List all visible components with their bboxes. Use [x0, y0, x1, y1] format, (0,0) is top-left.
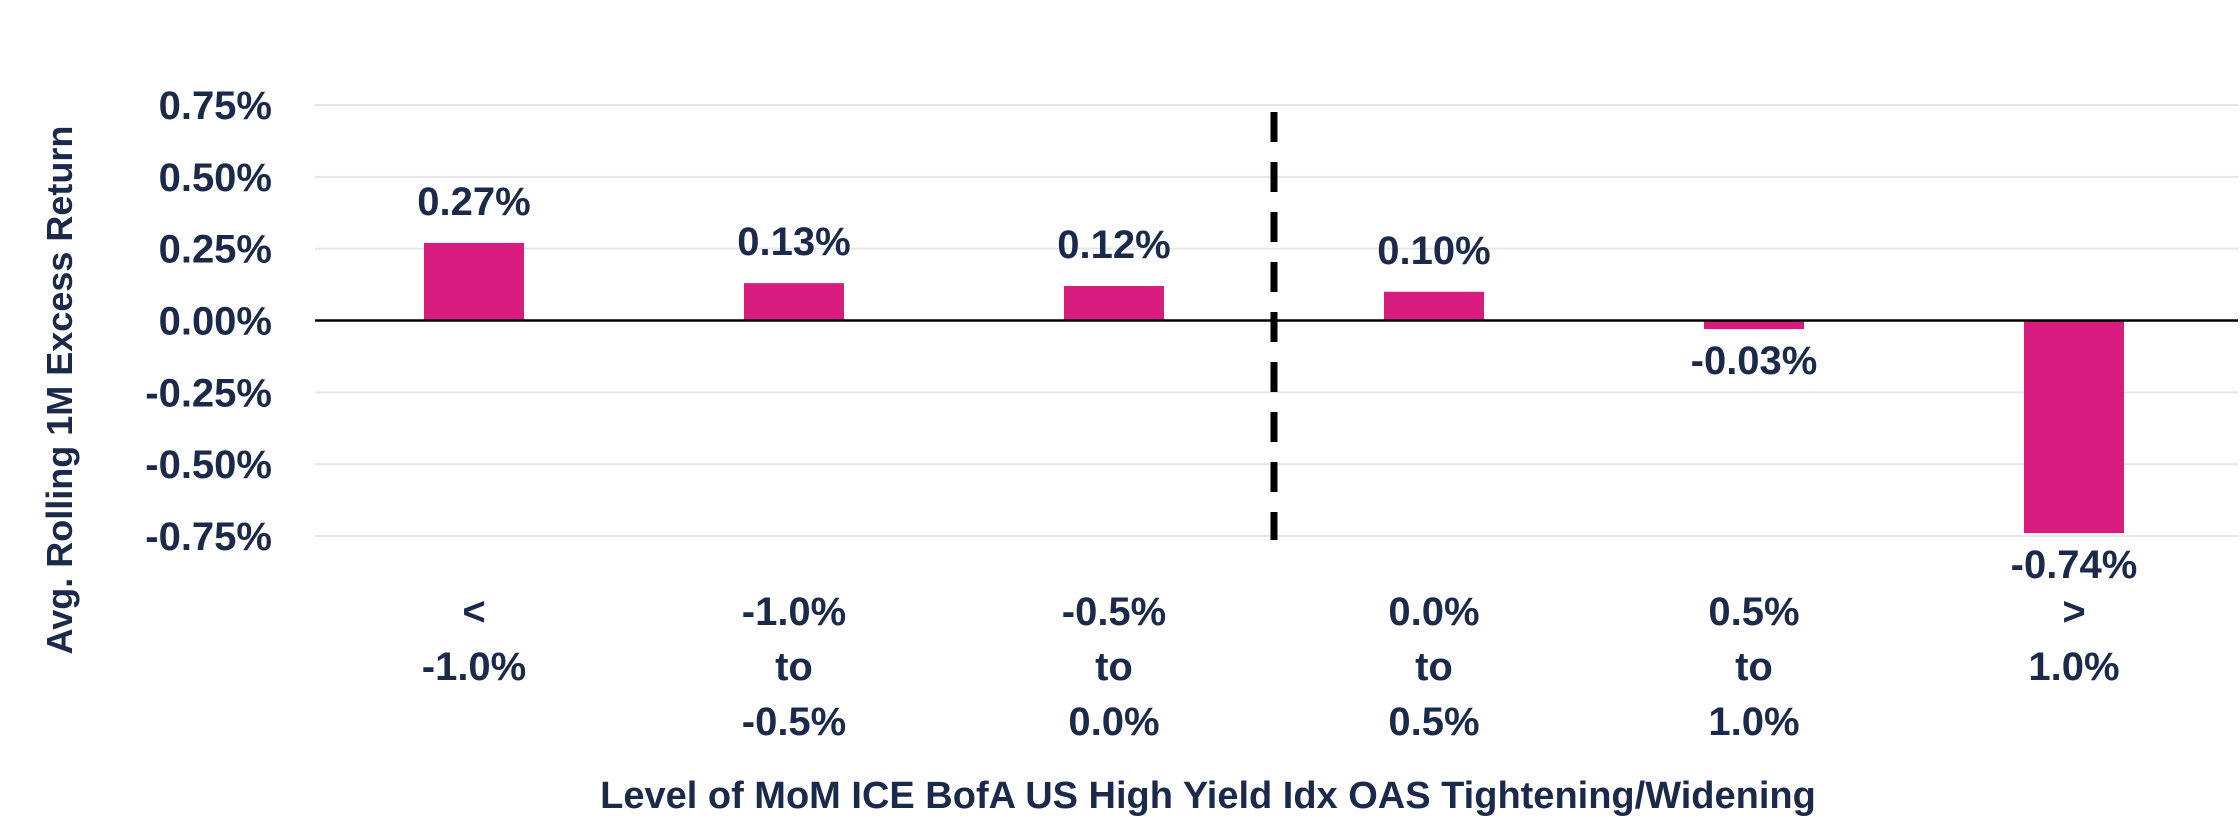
- data-label: 0.10%: [1377, 229, 1490, 273]
- bar: [744, 283, 844, 321]
- x-category-label: < -1.0%: [422, 590, 527, 689]
- bar: [1064, 286, 1164, 321]
- x-category-line: 0.0%: [1068, 700, 1159, 744]
- y-tick-label: 0.25%: [159, 228, 272, 272]
- y-tick-label: -0.50%: [145, 443, 272, 487]
- bar: [1384, 291, 1484, 321]
- x-category-line: -1.0%: [742, 590, 847, 634]
- x-category-line: 0.0%: [1388, 590, 1479, 634]
- y-tick-label: 0.50%: [159, 156, 272, 200]
- x-category-line: >: [2062, 590, 2085, 634]
- x-axis-categories: < -1.0%-1.0% to -0.5%-0.5% to 0.0%0.0% to 0.5%0…: [422, 590, 2120, 744]
- x-category-line: -1.0%: [422, 645, 527, 689]
- bar: [1704, 320, 1804, 330]
- y-tick-label: -0.75%: [145, 515, 272, 559]
- x-category-line: 1.0%: [2028, 645, 2119, 689]
- x-category-line: -0.5%: [742, 700, 847, 744]
- x-category-label: 0.0% to 0.5%: [1388, 590, 1479, 744]
- bars: [424, 242, 2124, 534]
- data-label: 0.12%: [1057, 223, 1170, 267]
- y-tick-label: 0.00%: [159, 300, 272, 344]
- x-category-line: <: [462, 590, 485, 634]
- x-category-line: to: [1735, 645, 1773, 689]
- x-category-line: to: [775, 645, 813, 689]
- x-category-label: -0.5% to 0.0%: [1062, 590, 1167, 744]
- x-axis-title: Level of MoM ICE BofA US High Yield Idx …: [600, 775, 1816, 817]
- x-category-line: -0.5%: [1062, 590, 1167, 634]
- x-category-label: 0.5% to 1.0%: [1708, 590, 1799, 744]
- data-label: 0.27%: [417, 180, 530, 224]
- x-category-label: -1.0% to -0.5%: [742, 590, 847, 744]
- bar: [424, 242, 524, 321]
- data-label: -0.74%: [2011, 543, 2138, 587]
- y-axis-title: Avg. Rolling 1M Excess Return: [39, 126, 80, 655]
- x-category-label: >1.0%: [2028, 590, 2119, 689]
- y-tick-label: -0.25%: [145, 371, 272, 415]
- bar: [2024, 320, 2124, 534]
- data-labels: 0.27% 0.13% 0.12% 0.10% -0.03% -0.74%: [417, 180, 2137, 587]
- x-category-line: to: [1415, 645, 1453, 689]
- x-category-line: 0.5%: [1388, 700, 1479, 744]
- y-axis-ticks: 0.75% 0.50% 0.25% 0.00% -0.25% -0.50% -0.75%: [145, 84, 272, 559]
- x-category-line: 0.5%: [1708, 590, 1799, 634]
- x-category-line: 1.0%: [1708, 700, 1799, 744]
- data-label: -0.03%: [1691, 339, 1818, 383]
- data-label: 0.13%: [737, 220, 850, 264]
- x-category-line: to: [1095, 645, 1133, 689]
- y-tick-label: 0.75%: [159, 84, 272, 128]
